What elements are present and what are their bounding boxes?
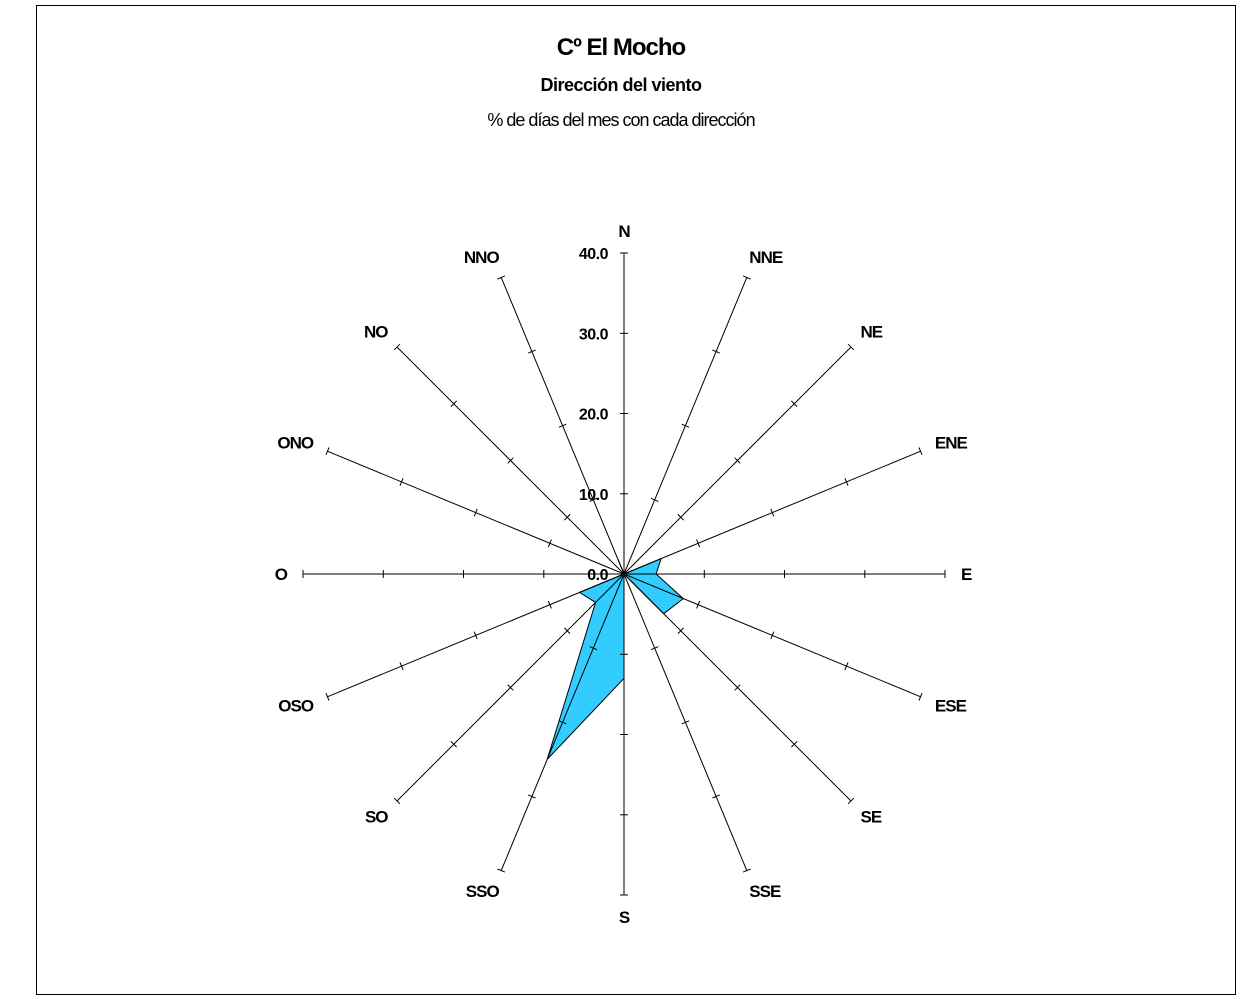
tick-ese-30: [844, 662, 849, 670]
tick-nno-10: [589, 497, 598, 502]
direction-label-n: N: [618, 222, 630, 241]
tick-ne-30: [791, 400, 798, 407]
direction-label-ese: ESE: [935, 696, 967, 715]
tick-oso-30: [399, 662, 404, 670]
tick-se-40: [847, 797, 855, 805]
tick-so-40: [393, 797, 401, 805]
tick-sso-10: [589, 646, 598, 651]
tick-so-10: [564, 627, 571, 634]
radar-labels-layer: N NNE NE ENE E ESE SE SSE S SSO SO OSO O ONO NO NNO 0.0 1…: [275, 222, 973, 927]
chart-caption: % de días del mes con cada dirección: [487, 110, 755, 130]
direction-label-ene: ENE: [935, 434, 968, 453]
tick-nne-40: [742, 275, 751, 280]
direction-label-so: SO: [365, 808, 388, 827]
tick-ono-40: [325, 447, 330, 456]
tick-ese-20: [770, 631, 775, 640]
tick-ne-20: [734, 457, 741, 464]
tick-nne-30: [712, 349, 720, 354]
direction-label-ono: ONO: [277, 434, 314, 453]
tick-ene-20: [770, 508, 775, 517]
radial-tick-label: 20.0: [579, 407, 609, 424]
tick-nne-20: [681, 423, 690, 428]
direction-label-ne: NE: [861, 323, 883, 342]
tick-nno-40: [497, 275, 506, 280]
tick-ne-10: [677, 514, 684, 521]
direction-label-se: SE: [861, 808, 882, 827]
tick-no-20: [507, 457, 514, 464]
tick-oso-20: [473, 631, 478, 640]
tick-no-30: [450, 400, 457, 407]
tick-ene-10: [696, 539, 701, 548]
direction-label-no: NO: [364, 323, 388, 342]
chart-frame: [36, 5, 1236, 995]
tick-sse-40: [742, 868, 751, 873]
tick-no-10: [564, 514, 571, 521]
tick-ne-40: [847, 343, 855, 351]
wind-frequency-area: [546, 557, 685, 760]
radial-tick-label: 0.0: [587, 567, 608, 584]
direction-label-s: S: [619, 908, 630, 927]
tick-nno-20: [558, 423, 567, 428]
tick-ono-30: [399, 478, 404, 486]
tick-nne-10: [650, 497, 659, 502]
tick-ese-10: [696, 600, 701, 609]
radial-tick-label: 30.0: [579, 326, 609, 343]
tick-sse-10: [650, 646, 659, 651]
radar-fill-layer: [546, 557, 685, 760]
direction-label-nne: NNE: [749, 248, 783, 267]
tick-se-30: [791, 741, 798, 748]
chart-title: Cº El Mocho: [556, 34, 686, 61]
tick-se-20: [734, 684, 741, 691]
tick-se-10: [677, 627, 684, 634]
tick-no-40: [393, 343, 401, 351]
tick-sse-30: [712, 794, 720, 799]
radial-tick-label: 40.0: [579, 246, 609, 263]
tick-sse-20: [681, 720, 690, 725]
direction-label-o: O: [275, 565, 288, 584]
direction-label-e: E: [961, 565, 972, 584]
tick-sso-40: [497, 868, 506, 873]
radar-axes-layer: [302, 252, 946, 896]
tick-oso-10: [547, 600, 552, 609]
tick-sso-20: [558, 720, 567, 725]
tick-ese-40: [918, 692, 923, 701]
direction-label-sso: SSO: [466, 882, 500, 901]
tick-sso-30: [528, 794, 536, 799]
tick-nno-30: [528, 349, 536, 354]
tick-so-30: [450, 741, 457, 748]
direction-label-sse: SSE: [749, 882, 781, 901]
direction-label-nno: NNO: [464, 248, 500, 267]
tick-ono-10: [547, 539, 552, 548]
tick-ene-40: [918, 447, 923, 456]
tick-oso-40: [325, 692, 330, 701]
chart-subtitle: Dirección del viento: [540, 75, 702, 95]
tick-so-20: [507, 684, 514, 691]
tick-ene-30: [844, 478, 849, 486]
radial-tick-label: 10.0: [579, 487, 609, 504]
tick-ono-20: [473, 508, 478, 517]
direction-label-oso: OSO: [278, 696, 314, 715]
